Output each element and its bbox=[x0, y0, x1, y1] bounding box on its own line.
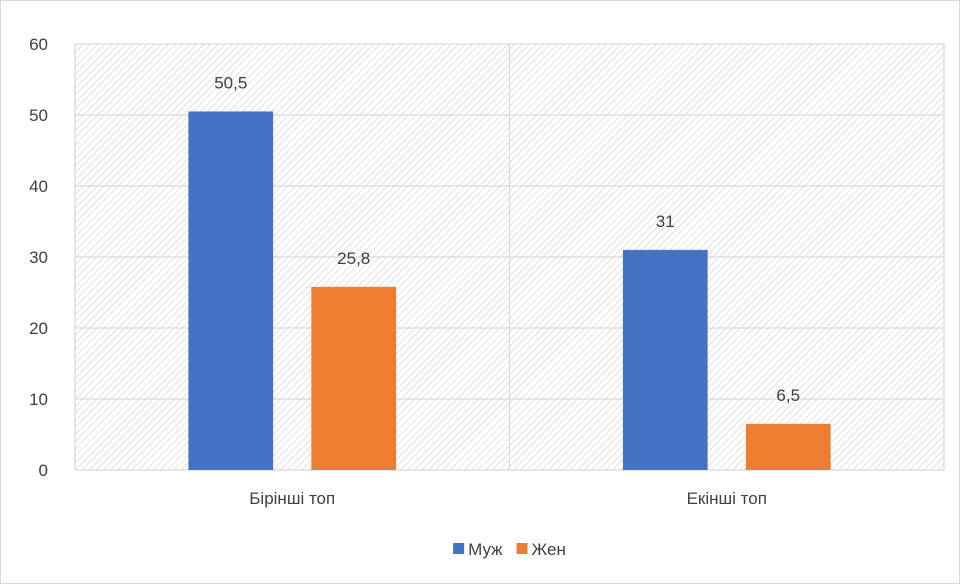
bar bbox=[622, 249, 708, 470]
data-label: 31 bbox=[656, 212, 675, 231]
legend: Муж Жен bbox=[453, 540, 566, 559]
y-tick-label: 60 bbox=[29, 35, 48, 54]
data-labels: 50,5 25,8 31 6,5 bbox=[214, 73, 800, 404]
legend-label: Муж bbox=[468, 540, 503, 559]
legend-item: Жен bbox=[516, 540, 566, 559]
data-label: 6,5 bbox=[776, 386, 800, 405]
legend-swatch bbox=[516, 543, 528, 554]
legend-label: Жен bbox=[532, 540, 566, 559]
data-label: 25,8 bbox=[337, 249, 370, 268]
y-axis-ticks: 0 10 20 30 40 50 60 bbox=[29, 35, 48, 480]
y-tick-label: 0 bbox=[39, 461, 48, 480]
y-tick-label: 20 bbox=[29, 319, 48, 338]
legend-swatch bbox=[453, 543, 465, 554]
y-tick-label: 40 bbox=[29, 177, 48, 196]
bars bbox=[188, 111, 831, 470]
y-tick-label: 10 bbox=[29, 390, 48, 409]
y-tick-label: 30 bbox=[29, 248, 48, 267]
data-label: 50,5 bbox=[214, 73, 247, 92]
y-tick-label: 50 bbox=[29, 106, 48, 125]
category-labels: Бірінші топ Екінші топ bbox=[249, 489, 767, 508]
category-label: Бірінші топ bbox=[249, 489, 335, 508]
legend-item: Муж bbox=[453, 540, 503, 559]
bar bbox=[745, 423, 831, 470]
bar bbox=[311, 286, 397, 470]
category-label: Екінші топ bbox=[687, 489, 767, 508]
bar bbox=[188, 111, 274, 470]
